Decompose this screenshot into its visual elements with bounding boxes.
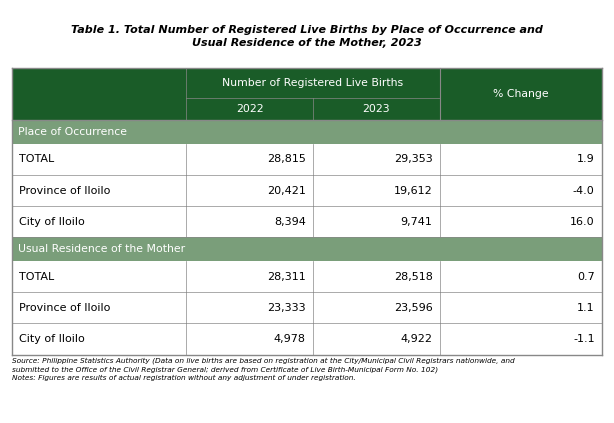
Text: City of Iloilo: City of Iloilo (20, 334, 85, 344)
Text: 8,394: 8,394 (274, 217, 306, 227)
Text: Number of Registered Live Births: Number of Registered Live Births (222, 78, 403, 88)
Text: 1.1: 1.1 (577, 303, 594, 313)
Text: Table 1. Total Number of Registered Live Births by Place of Occurrence and
Usual: Table 1. Total Number of Registered Live… (71, 25, 543, 48)
Text: Usual Residence of the Mother: Usual Residence of the Mother (18, 244, 185, 254)
Bar (12, 120, 602, 144)
Bar (186, 98, 313, 120)
Text: 4,978: 4,978 (274, 334, 306, 344)
Text: 16.0: 16.0 (570, 217, 594, 227)
Text: 9,741: 9,741 (401, 217, 432, 227)
Bar (12, 292, 602, 324)
Text: 1.9: 1.9 (577, 154, 594, 165)
Text: 28,815: 28,815 (267, 154, 306, 165)
Text: -4.0: -4.0 (573, 186, 594, 195)
Text: 20,421: 20,421 (267, 186, 306, 195)
Bar (12, 144, 602, 175)
Text: 2022: 2022 (236, 104, 263, 114)
Text: Province of Iloilo: Province of Iloilo (20, 186, 111, 195)
Text: 23,596: 23,596 (394, 303, 432, 313)
Bar (12, 175, 602, 206)
Text: 23,333: 23,333 (267, 303, 306, 313)
Text: 28,518: 28,518 (394, 272, 432, 282)
Bar (12, 324, 602, 354)
Bar (12, 206, 602, 237)
Text: 2023: 2023 (362, 104, 390, 114)
Text: % Change: % Change (493, 89, 548, 99)
Bar (313, 98, 440, 120)
Bar (12, 69, 186, 120)
Text: City of Iloilo: City of Iloilo (20, 217, 85, 227)
Text: TOTAL: TOTAL (20, 154, 55, 165)
Text: 0.7: 0.7 (577, 272, 594, 282)
Text: Province of Iloilo: Province of Iloilo (20, 303, 111, 313)
Text: Place of Occurrence: Place of Occurrence (18, 127, 127, 137)
Text: 29,353: 29,353 (394, 154, 432, 165)
Bar (440, 69, 602, 120)
Text: -1.1: -1.1 (573, 334, 594, 344)
Bar (186, 69, 440, 98)
Text: Source: Philippine Statistics Authority (Data on live births are based on regist: Source: Philippine Statistics Authority … (12, 358, 515, 381)
Bar (12, 261, 602, 292)
Text: 4,922: 4,922 (400, 334, 432, 344)
Text: TOTAL: TOTAL (20, 272, 55, 282)
Bar (12, 237, 602, 261)
Text: 28,311: 28,311 (267, 272, 306, 282)
Text: 19,612: 19,612 (394, 186, 432, 195)
